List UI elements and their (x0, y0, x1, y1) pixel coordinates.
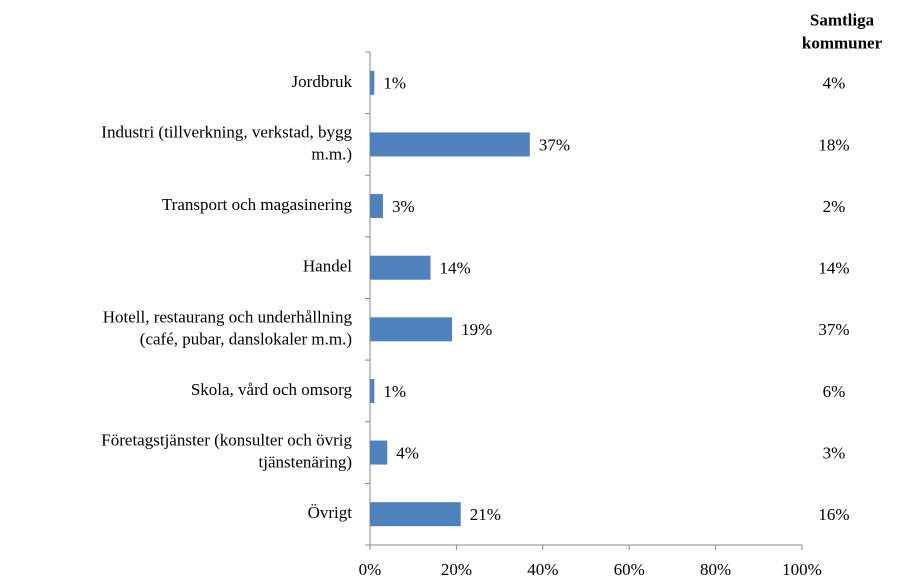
category-label: Företagstjänster (konsulter och övrig tjä… (101, 430, 352, 471)
category-label: Handel (303, 257, 352, 276)
x-tick-label: 0% (359, 560, 382, 579)
comparison-value: 2% (823, 197, 846, 216)
value-label: 19% (461, 320, 492, 339)
value-label: 4% (396, 443, 419, 462)
value-label: 21% (470, 505, 501, 524)
bar (370, 378, 375, 403)
value-label: 37% (539, 135, 570, 154)
comparison-value: 18% (818, 135, 849, 154)
x-tick-label: 80% (700, 560, 731, 579)
bar (370, 317, 453, 342)
category-label: Jordbruk (292, 72, 353, 91)
bar (370, 132, 530, 157)
category-label: Övrigt (308, 503, 353, 522)
comparison-value: 16% (818, 505, 849, 524)
bar (370, 502, 461, 527)
x-tick-label: 60% (614, 560, 645, 579)
value-label: 1% (383, 74, 406, 93)
comparison-value: 14% (818, 259, 849, 278)
category-label: Skola, vård och omsorg (191, 380, 353, 399)
category-label: Industri (tillverkning, verkstad, bygg m.… (101, 122, 352, 163)
category-label: Hotell, restaurang och underhållning (caf… (103, 307, 353, 348)
bar (370, 70, 375, 95)
comparison-value: 37% (818, 320, 849, 339)
bar (370, 255, 431, 280)
x-tick-label: 100% (782, 560, 822, 579)
value-label: 3% (392, 197, 415, 216)
x-tick-label: 40% (527, 560, 558, 579)
x-tick-label: 20% (441, 560, 472, 579)
value-label: 1% (383, 382, 406, 401)
bar (370, 440, 388, 465)
comparison-value: 3% (823, 443, 846, 462)
comparison-title: Samtliga kommuner (802, 10, 883, 52)
value-label: 14% (439, 259, 470, 278)
category-label: Transport och magasinering (162, 195, 353, 214)
comparison-value: 6% (823, 382, 846, 401)
bar (370, 194, 383, 219)
comparison-value: 4% (823, 74, 846, 93)
